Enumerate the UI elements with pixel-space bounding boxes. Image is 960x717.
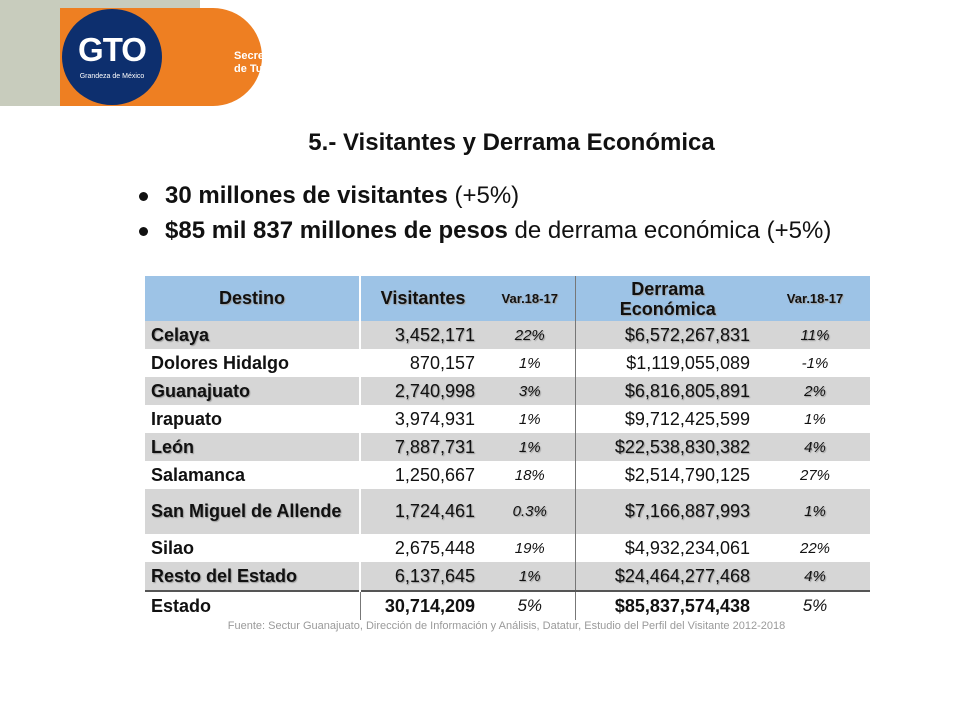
cell-var-visitantes: 19% [514,539,545,557]
cell-destino: Guanajuato [145,377,360,405]
cell-var-visitantes: 1% [518,410,541,428]
total-destino: Estado [145,590,360,620]
table-row: Silao 2,675,448 19% $4,932,234,061 22% [145,534,870,562]
bullet-item: 30 millones de visitantes (+5%) [137,178,831,213]
cell-visitantes: 1,250,667 [359,461,485,489]
cell-var-visitantes: 1% [485,433,575,461]
cell-destino: León [145,433,360,461]
cell-derrama: $24,464,277,468 [574,562,760,591]
table-row: Resto del Estado 6,137,645 1% $24,464,27… [145,562,870,591]
cell-var-derrama: 1% [760,489,870,534]
cell-visitantes: 1,724,461 [359,489,485,534]
cell-var-derrama: 22% [799,539,831,557]
cell-destino: Celaya [145,321,360,349]
cell-var-visitantes: 3% [485,377,575,405]
cell-destino: Irapuato [151,408,223,429]
slide-title: 5.- Visitantes y Derrama Económica [308,129,715,156]
cell-var-derrama: 4% [760,562,870,591]
header-visitantes: Visitantes [359,276,485,321]
cell-derrama: $1,119,055,089 [574,349,760,377]
cell-var-derrama: 1% [804,410,826,428]
cell-derrama: $2,514,790,125 [574,461,760,489]
table-row: Celaya 3,452,171 22% $6,572,267,831 11% [145,321,870,349]
bullet-text: de derrama económica (+5%) [507,217,832,244]
cell-derrama: $4,932,234,061 [574,534,760,562]
cell-destino: San Miguel de Allende [145,489,360,534]
header-var-derrama: Var.18-17 [760,276,870,321]
total-visitantes: 30,714,209 [359,590,485,620]
agency-name: Secretaría de Turismo [234,50,292,76]
cell-var-derrama: 11% [760,321,870,349]
table-row: Dolores Hidalgo 870,157 1% $1,119,055,08… [145,349,870,377]
cell-visitantes: 3,452,171 [359,321,485,349]
cell-var-visitantes: 18% [514,466,545,484]
table-row: Guanajuato 2,740,998 3% $6,816,805,891 2… [145,377,870,405]
header-destino: Destino [145,276,360,321]
cell-derrama: $9,712,425,599 [574,405,760,433]
cell-derrama: $7,166,887,993 [574,489,760,534]
logo-text: GTO [78,31,147,68]
total-var-visitantes: 5% [485,590,575,620]
header-derrama: Derrama Económica [574,276,760,321]
table-row: Irapuato 3,974,931 1% $9,712,425,599 1% [145,405,870,433]
cell-destino: Dolores Hidalgo [151,352,290,373]
cell-var-visitantes: 1% [518,354,541,372]
bullet-text: (+5%) [447,182,520,209]
header-derrama-line-2: Económica [619,298,716,319]
gto-logo: GTO Grandeza de México [62,9,162,105]
cell-var-visitantes: 22% [485,321,575,349]
cell-var-derrama: 27% [799,466,831,484]
agency-line-2: de Turismo [234,63,293,75]
source-note: Fuente: Sectur Guanajuato, Dirección de … [227,620,786,632]
cell-var-derrama: -1% [801,354,829,372]
cell-visitantes: 2,675,448 [359,534,485,562]
cell-var-visitantes: 0.3% [485,489,575,534]
table-row: Salamanca 1,250,667 18% $2,514,790,125 2… [145,461,870,489]
visitors-table: Destino Visitantes Var.18-17 Derrama Econ… [145,276,870,620]
cell-derrama: $22,538,830,382 [574,433,760,461]
cell-visitantes: 870,157 [359,349,485,377]
cell-visitantes: 2,740,998 [359,377,485,405]
cell-var-visitantes: 1% [485,562,575,591]
table-header-row: Destino Visitantes Var.18-17 Derrama Econ… [145,276,870,321]
table-row: León 7,887,731 1% $22,538,830,382 4% [145,433,870,461]
cell-destino: Resto del Estado [145,562,360,591]
agency-line-1: Secretaría [234,50,288,62]
header-derrama-line-1: Derrama [631,278,705,299]
cell-destino: Salamanca [151,464,246,485]
bullet-item: $85 mil 837 millones de pesos de derrama… [137,213,831,248]
cell-visitantes: 7,887,731 [359,433,485,461]
cell-var-derrama: 2% [760,377,870,405]
cell-derrama: $6,572,267,831 [574,321,760,349]
bullet-bold-text: $85 mil 837 millones de pesos [165,217,508,244]
bullet-icon [139,227,148,236]
table-total-row: Estado 30,714,209 5% $85,837,574,438 5% [145,590,870,620]
bullet-bold-text: 30 millones de visitantes [165,182,448,209]
summary-bullets: 30 millones de visitantes (+5%) $85 mil … [137,178,831,248]
total-derrama: $85,837,574,438 [574,590,760,620]
cell-visitantes: 6,137,645 [359,562,485,591]
cell-derrama: $6,816,805,891 [574,377,760,405]
table-row: San Miguel de Allende 1,724,461 0.3% $7,… [145,489,870,534]
bullet-icon [139,192,148,201]
logo-tagline: Grandeza de México [79,73,145,80]
header-var-visitantes: Var.18-17 [485,276,575,321]
cell-visitantes: 3,974,931 [359,405,485,433]
cell-destino: Silao [151,537,195,558]
total-var-derrama: 5% [760,590,870,620]
cell-var-derrama: 4% [760,433,870,461]
